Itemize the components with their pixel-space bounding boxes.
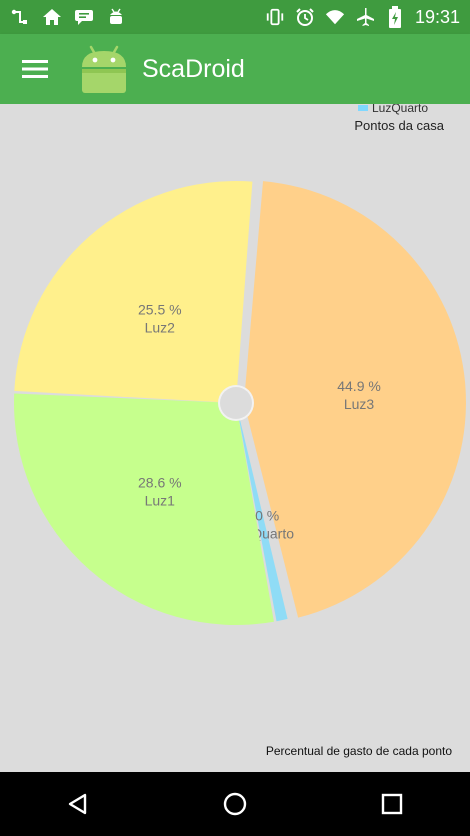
legend-item-partial: LuzQuarto — [358, 104, 428, 115]
usb-icon — [10, 7, 30, 27]
legend-swatch — [358, 105, 368, 111]
pie-slice-luzquarto[interactable] — [236, 403, 288, 622]
android-logo-icon — [76, 41, 132, 97]
app-title: ScaDroid — [142, 54, 245, 83]
vibrate-icon — [265, 7, 285, 27]
slice-name-label: Luz2 — [145, 319, 176, 335]
pie-slice-luz3[interactable] — [243, 181, 466, 618]
app-bar: ScaDroid — [0, 34, 470, 104]
slice-value-label: 25.5 % — [138, 301, 182, 317]
navigation-bar — [0, 772, 470, 836]
hamburger-menu-icon[interactable] — [0, 34, 70, 104]
pie-slice-luz1[interactable] — [14, 393, 274, 625]
slice-value-label: 44.9 % — [337, 378, 381, 394]
airplane-icon — [355, 7, 375, 27]
slice-name-label: Luz1 — [145, 493, 176, 509]
recents-square-icon[interactable] — [362, 774, 422, 834]
slice-name-label: Luz3 — [344, 396, 375, 412]
pie-hole — [220, 387, 252, 419]
status-bar: 19:31 — [0, 0, 470, 34]
home-circle-icon[interactable] — [205, 774, 265, 834]
alarm-icon — [295, 7, 315, 27]
clock-time: 19:31 — [414, 6, 460, 27]
chart-area: 44.9 % Luz3 1.0 % LuzQuarto 28.6 % Luz1 25.5 %… — [0, 104, 470, 772]
chart-description: Percentual de gasto de cada ponto — [265, 744, 452, 758]
battery-charging-icon — [385, 6, 405, 28]
back-icon[interactable] — [48, 774, 108, 834]
chart-title: Pontos da casa — [354, 118, 444, 133]
pie-slice-luz2[interactable] — [14, 181, 253, 403]
home-icon — [42, 7, 62, 27]
android-debug-icon — [106, 7, 126, 27]
chat-icon — [74, 7, 94, 27]
slice-value-label: 28.6 % — [138, 475, 182, 491]
legend-label: LuzQuarto — [372, 104, 429, 115]
wifi-icon — [325, 7, 345, 27]
